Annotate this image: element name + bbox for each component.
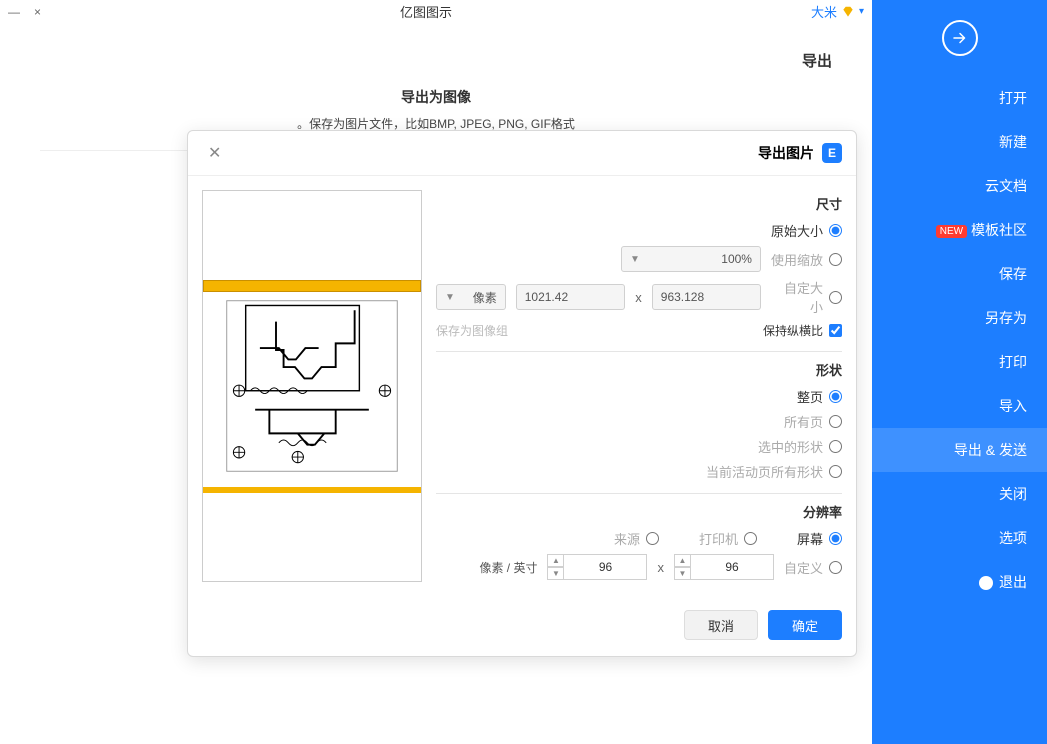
radio-res-source[interactable]: 来源: [614, 529, 659, 548]
radio-label: 当前活动页所有形状: [706, 462, 823, 481]
unit-select[interactable]: 像素 ▼: [436, 284, 506, 310]
multiply-icon: x: [657, 560, 664, 575]
sidebar-item-import[interactable]: 导入: [872, 384, 1047, 428]
preview-box: [202, 190, 422, 582]
user-chip[interactable]: 大米 ▾: [811, 2, 864, 21]
sidebar-item-new[interactable]: 新建: [872, 120, 1047, 164]
cancel-button[interactable]: 取消: [684, 610, 758, 640]
sidebar-item-label: 模板社区: [971, 222, 1027, 238]
sidebar-item-templates[interactable]: NEW 模板社区: [872, 208, 1047, 252]
sidebar-item-export[interactable]: 导出 & 发送: [872, 428, 1047, 472]
radio-res-screen[interactable]: 屏幕: [797, 529, 842, 548]
radio-label: 自定义: [784, 558, 823, 577]
sidebar-item-save[interactable]: 保存: [872, 252, 1047, 296]
radio-full-page[interactable]: 整页: [797, 387, 842, 406]
sidebar-item-print[interactable]: 打印: [872, 340, 1047, 384]
scale-select[interactable]: 100% ▼: [621, 246, 761, 272]
radio-selected-shapes[interactable]: 选中的形状: [758, 437, 842, 456]
dialog-close-button[interactable]: ✕: [202, 141, 227, 165]
step-up-icon[interactable]: ▲: [674, 554, 690, 567]
diagram-thumb-icon: [203, 296, 421, 476]
group-shape-title: 形状: [436, 360, 842, 379]
radio-label: 整页: [797, 387, 823, 406]
chevron-down-icon: ▼: [445, 292, 455, 303]
sidebar-item-close[interactable]: 关闭: [872, 472, 1047, 516]
multiply-icon: x: [635, 290, 642, 305]
width-input[interactable]: 963.128: [652, 284, 762, 310]
app-root: 打开 新建 云文档 NEW 模板社区 保存 另存为 打印 导入 导出 & 发送 …: [0, 0, 1047, 744]
radio-all-pages[interactable]: 所有页: [784, 412, 842, 431]
note-save-as-group: 保存为图像组: [436, 322, 508, 339]
radio-res-custom[interactable]: 自定义: [784, 558, 842, 577]
sidebar-item-open[interactable]: 打开: [872, 76, 1047, 120]
radio-label: 所有页: [784, 412, 823, 431]
radio-label: 原始大小: [771, 221, 823, 240]
stepper-value: 96: [563, 554, 647, 580]
sidebar-item-cloud[interactable]: 云文档: [872, 164, 1047, 208]
export-image-dialog: E 导出图片 ✕ 尺寸 原始大小 使用缩放 100% ▼ 自定大小 963.128…: [187, 130, 857, 657]
arrow-right-icon: [951, 29, 969, 47]
user-name: 大米: [811, 2, 837, 21]
dpi-x-stepper[interactable]: 96 ▲▼: [674, 554, 774, 580]
gem-icon: [841, 5, 855, 19]
radio-label: 使用缩放: [771, 250, 823, 269]
sidebar-item-exit[interactable]: 退出: [872, 560, 1047, 604]
titlebar: — × 亿图图示 大米 ▾: [0, 0, 872, 24]
height-input[interactable]: 1021.42: [516, 284, 626, 310]
minimize-icon[interactable]: —: [8, 5, 20, 19]
app-title: 亿图图示: [41, 2, 811, 21]
select-value: 像素: [473, 289, 497, 306]
radio-label: 打印机: [699, 529, 738, 548]
radio-scale[interactable]: 使用缩放: [771, 250, 842, 269]
radio-res-printer[interactable]: 打印机: [699, 529, 757, 548]
preview-diagram: [203, 280, 421, 493]
chevron-down-icon: ▾: [859, 6, 864, 17]
dialog-title: 导出图片: [758, 143, 814, 163]
stepper-value: 96: [690, 554, 774, 580]
radio-original-size[interactable]: 原始大小: [771, 221, 842, 240]
app-logo-icon: E: [822, 143, 842, 163]
chevron-down-icon: ▼: [630, 254, 640, 265]
checkbox-keep-aspect[interactable]: 保持纵横比: [763, 322, 842, 339]
radio-label: 来源: [614, 529, 640, 548]
dpi-y-stepper[interactable]: 96 ▲▼: [547, 554, 647, 580]
main-panel: — × 亿图图示 大米 ▾ 导出 导出为图像 保存为图片文件，比如BMP, JP…: [0, 0, 872, 744]
group-resolution-title: 分辨率: [436, 502, 842, 521]
radio-current-all-shapes[interactable]: 当前活动页所有形状: [706, 462, 842, 481]
radio-label: 选中的形状: [758, 437, 823, 456]
radio-label: 屏幕: [797, 529, 823, 548]
sidebar: 打开 新建 云文档 NEW 模板社区 保存 另存为 打印 导入 导出 & 发送 …: [872, 0, 1047, 744]
radio-custom-size[interactable]: 自定大小: [771, 278, 842, 316]
dialog-header: E 导出图片 ✕: [188, 131, 856, 176]
step-up-icon[interactable]: ▲: [547, 554, 563, 567]
dpi-unit: 像素 / 英寸: [479, 559, 537, 576]
sidebar-item-options[interactable]: 选项: [872, 516, 1047, 560]
checkbox-label: 保持纵横比: [763, 322, 823, 339]
step-down-icon[interactable]: ▼: [547, 567, 563, 580]
dialog-form: 尺寸 原始大小 使用缩放 100% ▼ 自定大小 963.128 x 1021.4…: [436, 190, 842, 586]
close-icon[interactable]: ×: [34, 5, 41, 19]
group-size-title: 尺寸: [436, 194, 842, 213]
radio-label: 自定大小: [771, 278, 823, 316]
sidebar-item-label: 退出: [999, 574, 1027, 590]
section-title: 导出: [0, 24, 872, 77]
new-badge: NEW: [936, 225, 967, 238]
dialog-footer: 确定 取消: [188, 600, 856, 656]
subsection-title: 导出为图像: [0, 77, 872, 111]
back-button[interactable]: [942, 20, 978, 56]
sidebar-item-saveas[interactable]: 另存为: [872, 296, 1047, 340]
step-down-icon[interactable]: ▼: [674, 567, 690, 580]
select-value: 100%: [721, 252, 752, 266]
preview-panel: [202, 190, 422, 586]
confirm-button[interactable]: 确定: [768, 610, 842, 640]
